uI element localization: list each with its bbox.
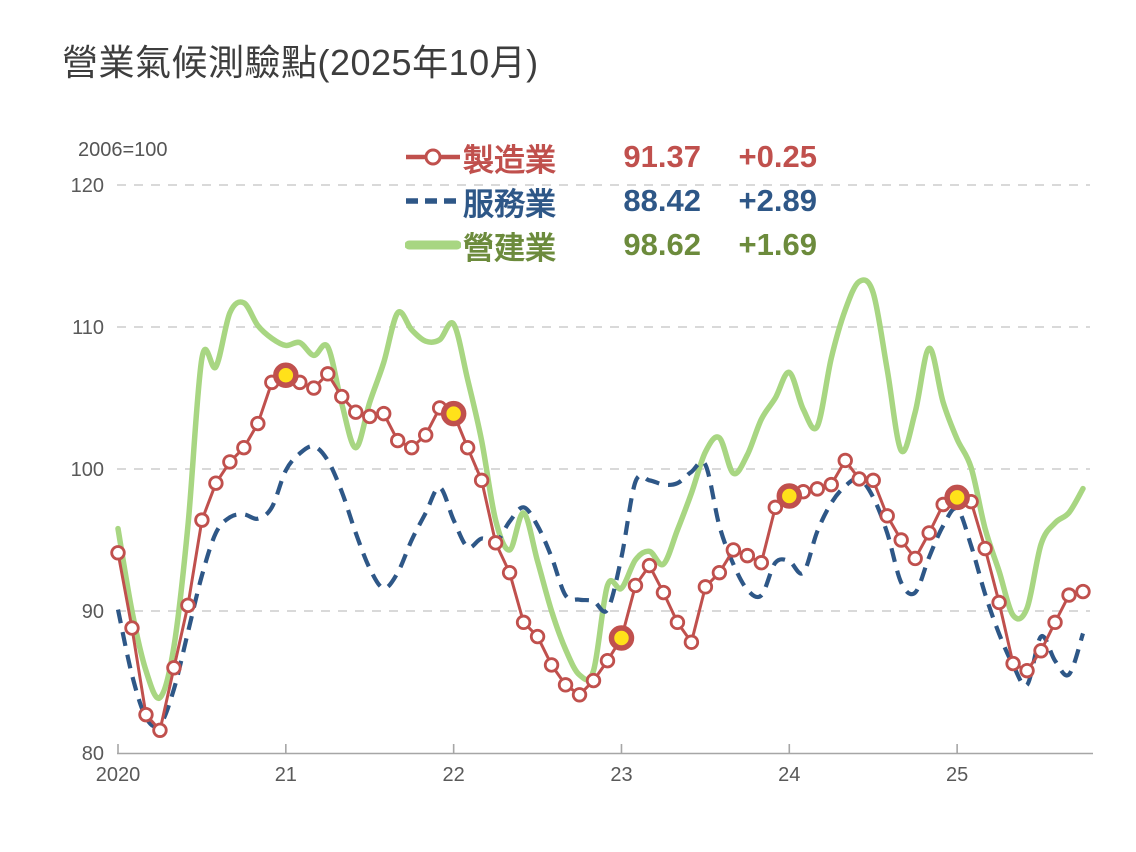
- svg-text:23: 23: [610, 764, 632, 786]
- legend-item-services: 服務業 88.42 +2.89: [405, 179, 817, 223]
- svg-text:25: 25: [946, 764, 968, 786]
- svg-text:24: 24: [778, 764, 800, 786]
- svg-text:22: 22: [443, 764, 465, 786]
- series-change-value: +0.25: [738, 139, 817, 174]
- legend-item-construction: 營建業 98.62 +1.69: [405, 223, 817, 267]
- svg-text:21: 21: [275, 764, 297, 786]
- construction-thick-line-icon: [405, 236, 463, 254]
- series-latest-value: 98.62: [623, 227, 701, 262]
- services-dashed-line-icon: [405, 192, 463, 210]
- series-name: 營建業: [463, 230, 556, 266]
- series-name: 服務業: [463, 186, 556, 222]
- index-base-note: 2006=100: [78, 139, 168, 161]
- page-title: 營業氣候測驗點(2025年10月): [62, 42, 539, 83]
- series-latest-value: 91.37: [623, 139, 701, 174]
- svg-text:90: 90: [82, 601, 104, 623]
- series-latest-value: 88.42: [623, 183, 701, 218]
- series-name: 製造業: [463, 142, 556, 178]
- svg-text:2020: 2020: [96, 764, 141, 786]
- svg-text:110: 110: [72, 317, 104, 339]
- legend-item-manufacturing: 製造業 91.37 +0.25: [405, 135, 817, 179]
- series-change-value: +1.69: [738, 227, 817, 262]
- svg-text:80: 80: [82, 743, 104, 765]
- manufacturing-line-circle-icon: [405, 148, 463, 166]
- svg-text:120: 120: [71, 175, 104, 197]
- series-change-value: +2.89: [738, 183, 817, 218]
- svg-text:100: 100: [71, 459, 104, 481]
- legend: 製造業 91.37 +0.25 服務業 88.42 +2.89 營建業 98.6…: [405, 135, 817, 267]
